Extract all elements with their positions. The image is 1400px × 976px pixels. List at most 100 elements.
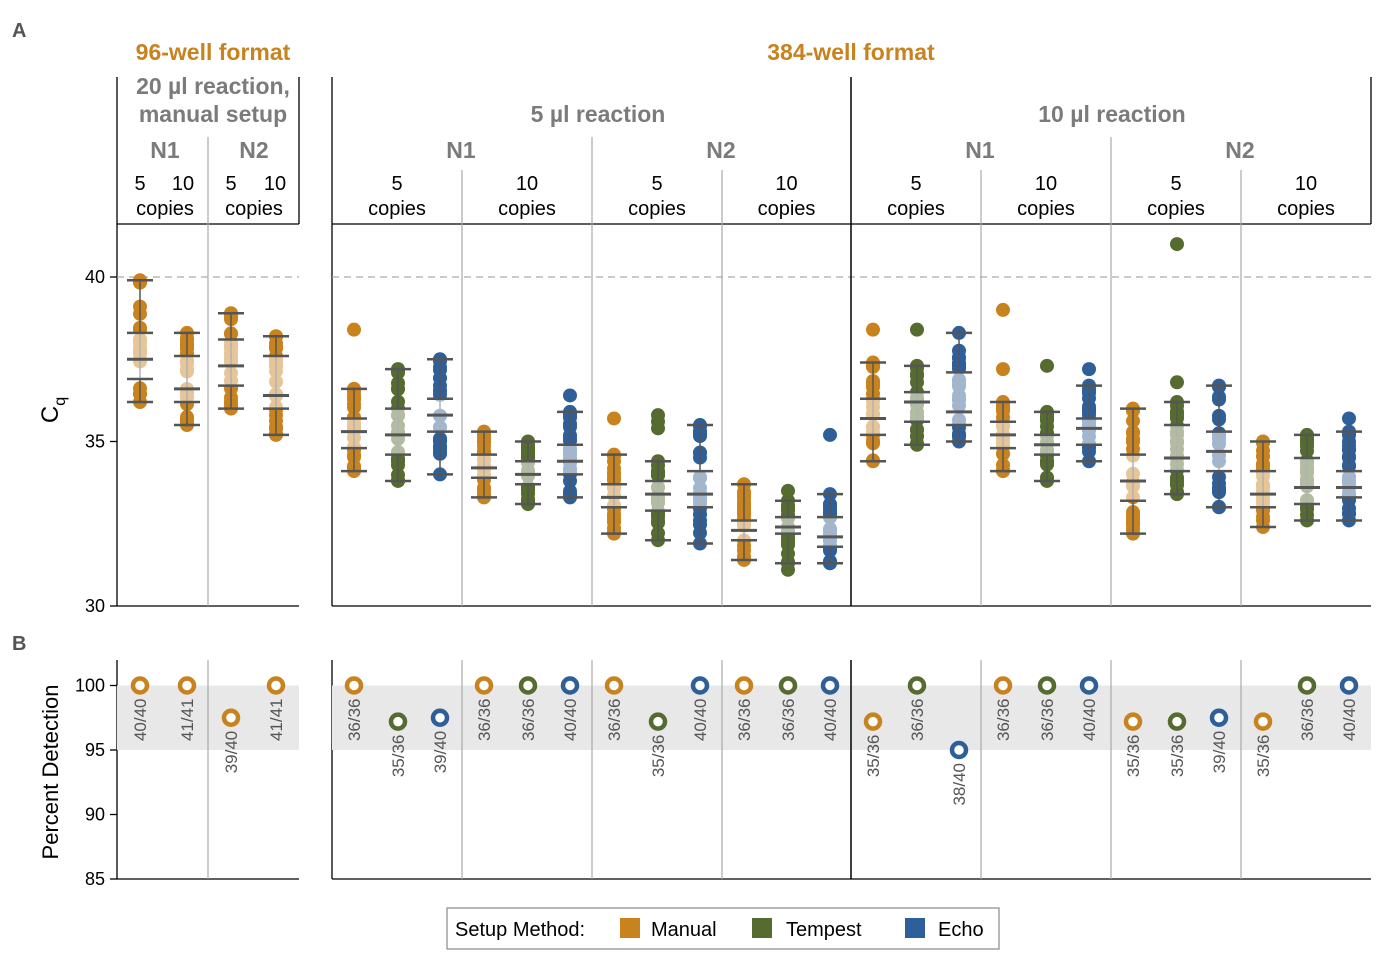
copies-word-96-0: copies bbox=[136, 198, 194, 220]
box-2-manual-0 bbox=[341, 322, 367, 479]
box-7-tempest-1-outlier-0 bbox=[1040, 358, 1054, 373]
box-3-echo-2-outlier-0 bbox=[563, 388, 577, 403]
target-label-96-n2: N2 bbox=[239, 137, 268, 163]
box-5-tempest-1-outlier-0 bbox=[781, 562, 795, 577]
detect-1-manual-1-label: 41/41 bbox=[267, 699, 286, 742]
box-9-tempest-1-iqr bbox=[1297, 457, 1317, 505]
legend-label-manual: Manual bbox=[651, 919, 717, 941]
y-tick-label-b-95: 95 bbox=[85, 740, 105, 760]
detect-9-manual-0-marker bbox=[1253, 712, 1273, 731]
copies-value-384-1: 10 bbox=[516, 173, 538, 195]
panel-b-y-title: Percent Detection bbox=[38, 685, 63, 860]
box-6-echo-2 bbox=[946, 325, 972, 449]
header-20ul-line1: 20 µl reaction, bbox=[136, 73, 290, 99]
panel-letter-b: B bbox=[12, 633, 26, 655]
detect-5-manual-0-marker bbox=[734, 676, 754, 695]
detect-2-tempest-1-marker bbox=[388, 712, 408, 731]
detect-5-echo-2-marker bbox=[820, 676, 840, 695]
copies-value-384-3: 10 bbox=[775, 173, 797, 195]
detect-2-echo-2-label: 39/40 bbox=[431, 731, 450, 774]
detect-9-echo-2-label: 40/40 bbox=[1340, 699, 1359, 742]
detect-6-echo-2-label: 38/40 bbox=[950, 763, 969, 806]
box-7-manual-0-outlier-1 bbox=[996, 302, 1010, 317]
box-3-echo-2-iqr bbox=[560, 444, 580, 475]
axes: 30 35 40 85 90 95 100 bbox=[75, 267, 117, 889]
box-8-tempest-1-outlier-0 bbox=[1170, 375, 1184, 390]
box-2-manual-0-iqr bbox=[344, 418, 364, 449]
box-7-manual-0-outlier-0 bbox=[996, 362, 1010, 377]
detect-6-tempest-1-marker bbox=[907, 676, 927, 695]
panel-a-y-title: Cq bbox=[37, 397, 69, 423]
detect-4-echo-2-marker bbox=[690, 676, 710, 695]
box-9-tempest-1 bbox=[1294, 427, 1320, 528]
header-96-well: 96-well format bbox=[136, 39, 291, 65]
copies-value-96-0-5: 5 bbox=[134, 173, 145, 195]
box-5-echo-2-outlier-0 bbox=[823, 427, 837, 442]
detect-7-manual-0-marker bbox=[993, 676, 1013, 695]
y-tick-label-a-35: 35 bbox=[85, 432, 105, 452]
box-8-tempest-1-outlier-1 bbox=[1170, 237, 1184, 252]
box-3-echo-2 bbox=[557, 388, 583, 505]
panel-frames bbox=[116, 77, 1372, 880]
detect-6-manual-0-label: 35/36 bbox=[864, 735, 883, 778]
detect-2-echo-2-marker bbox=[430, 708, 450, 727]
box-8-echo-2 bbox=[1206, 378, 1232, 515]
header-5ul: 5 µl reaction bbox=[531, 101, 666, 127]
target-label-96-n1: N1 bbox=[150, 137, 180, 163]
box-6-tempest-1-outlier-0 bbox=[910, 322, 924, 337]
detect-0-manual-1-label: 41/41 bbox=[178, 699, 197, 742]
box-2-tempest-1-iqr bbox=[388, 408, 408, 455]
copies-value-384-0: 5 bbox=[391, 173, 402, 195]
box-8-tempest-1 bbox=[1164, 237, 1190, 502]
box-9-echo-2 bbox=[1336, 411, 1362, 528]
legend-swatch-manual bbox=[620, 918, 640, 938]
box-4-manual-0-iqr bbox=[604, 484, 624, 508]
detect-9-echo-2-marker bbox=[1339, 676, 1359, 695]
legend-label-tempest: Tempest bbox=[786, 919, 862, 941]
detect-5-tempest-1-marker bbox=[778, 676, 798, 695]
detect-1-manual-0-label: 39/40 bbox=[222, 731, 241, 774]
copies-value-384-7: 10 bbox=[1295, 173, 1317, 195]
box-5-manual-0 bbox=[731, 477, 757, 567]
detect-1-manual-1-marker bbox=[266, 676, 286, 695]
detect-3-manual-0-marker bbox=[474, 676, 494, 695]
panel-a-y-label: C bbox=[37, 406, 64, 423]
copies-word-384-7: copies bbox=[1277, 198, 1335, 220]
box-1-manual-0-iqr bbox=[221, 339, 241, 386]
box-4-tempest-1 bbox=[645, 408, 671, 548]
detect-6-echo-2-marker bbox=[949, 740, 969, 760]
detect-7-tempest-1-marker bbox=[1037, 676, 1057, 695]
detect-3-echo-2-marker bbox=[560, 676, 580, 695]
y-tick-label-b-90: 90 bbox=[85, 805, 105, 825]
detect-8-manual-0-label: 35/36 bbox=[1124, 735, 1143, 778]
copies-value-96-1-5: 5 bbox=[225, 173, 236, 195]
box-5-echo-2-iqr bbox=[820, 517, 840, 547]
legend-swatch-tempest bbox=[752, 918, 772, 938]
copies-value-384-2: 5 bbox=[651, 173, 662, 195]
box-plots bbox=[127, 237, 1362, 577]
detect-2-manual-0-label: 36/36 bbox=[345, 699, 364, 742]
legend-swatch-echo bbox=[905, 918, 925, 938]
box-2-tempest-1 bbox=[385, 362, 411, 488]
box-6-manual-0-outlier-0 bbox=[866, 322, 880, 337]
box-0-manual-0-iqr bbox=[130, 332, 150, 379]
copies-word-384-5: copies bbox=[1017, 198, 1075, 220]
target-label-384-1: N2 bbox=[706, 137, 735, 163]
detect-5-tempest-1-label: 36/36 bbox=[779, 699, 798, 742]
y-tick-label-b-100: 100 bbox=[75, 676, 105, 696]
detect-3-tempest-1-label: 36/36 bbox=[519, 699, 538, 742]
box-4-echo-2 bbox=[687, 418, 713, 551]
copies-word-384-0: copies bbox=[368, 198, 426, 220]
detect-9-manual-0-label: 35/36 bbox=[1254, 735, 1273, 778]
detect-2-manual-0-marker bbox=[344, 676, 364, 695]
box-7-echo-2-outlier-0 bbox=[1082, 362, 1096, 377]
box-3-manual-0-iqr bbox=[474, 454, 494, 478]
y-tick-label-a-30: 30 bbox=[85, 596, 105, 616]
box-4-manual-0 bbox=[601, 411, 627, 541]
box-5-echo-2 bbox=[817, 427, 843, 571]
detect-8-manual-0-marker bbox=[1123, 712, 1143, 731]
detect-4-manual-0-label: 36/36 bbox=[605, 699, 624, 742]
copies-word-384-2: copies bbox=[628, 198, 686, 220]
